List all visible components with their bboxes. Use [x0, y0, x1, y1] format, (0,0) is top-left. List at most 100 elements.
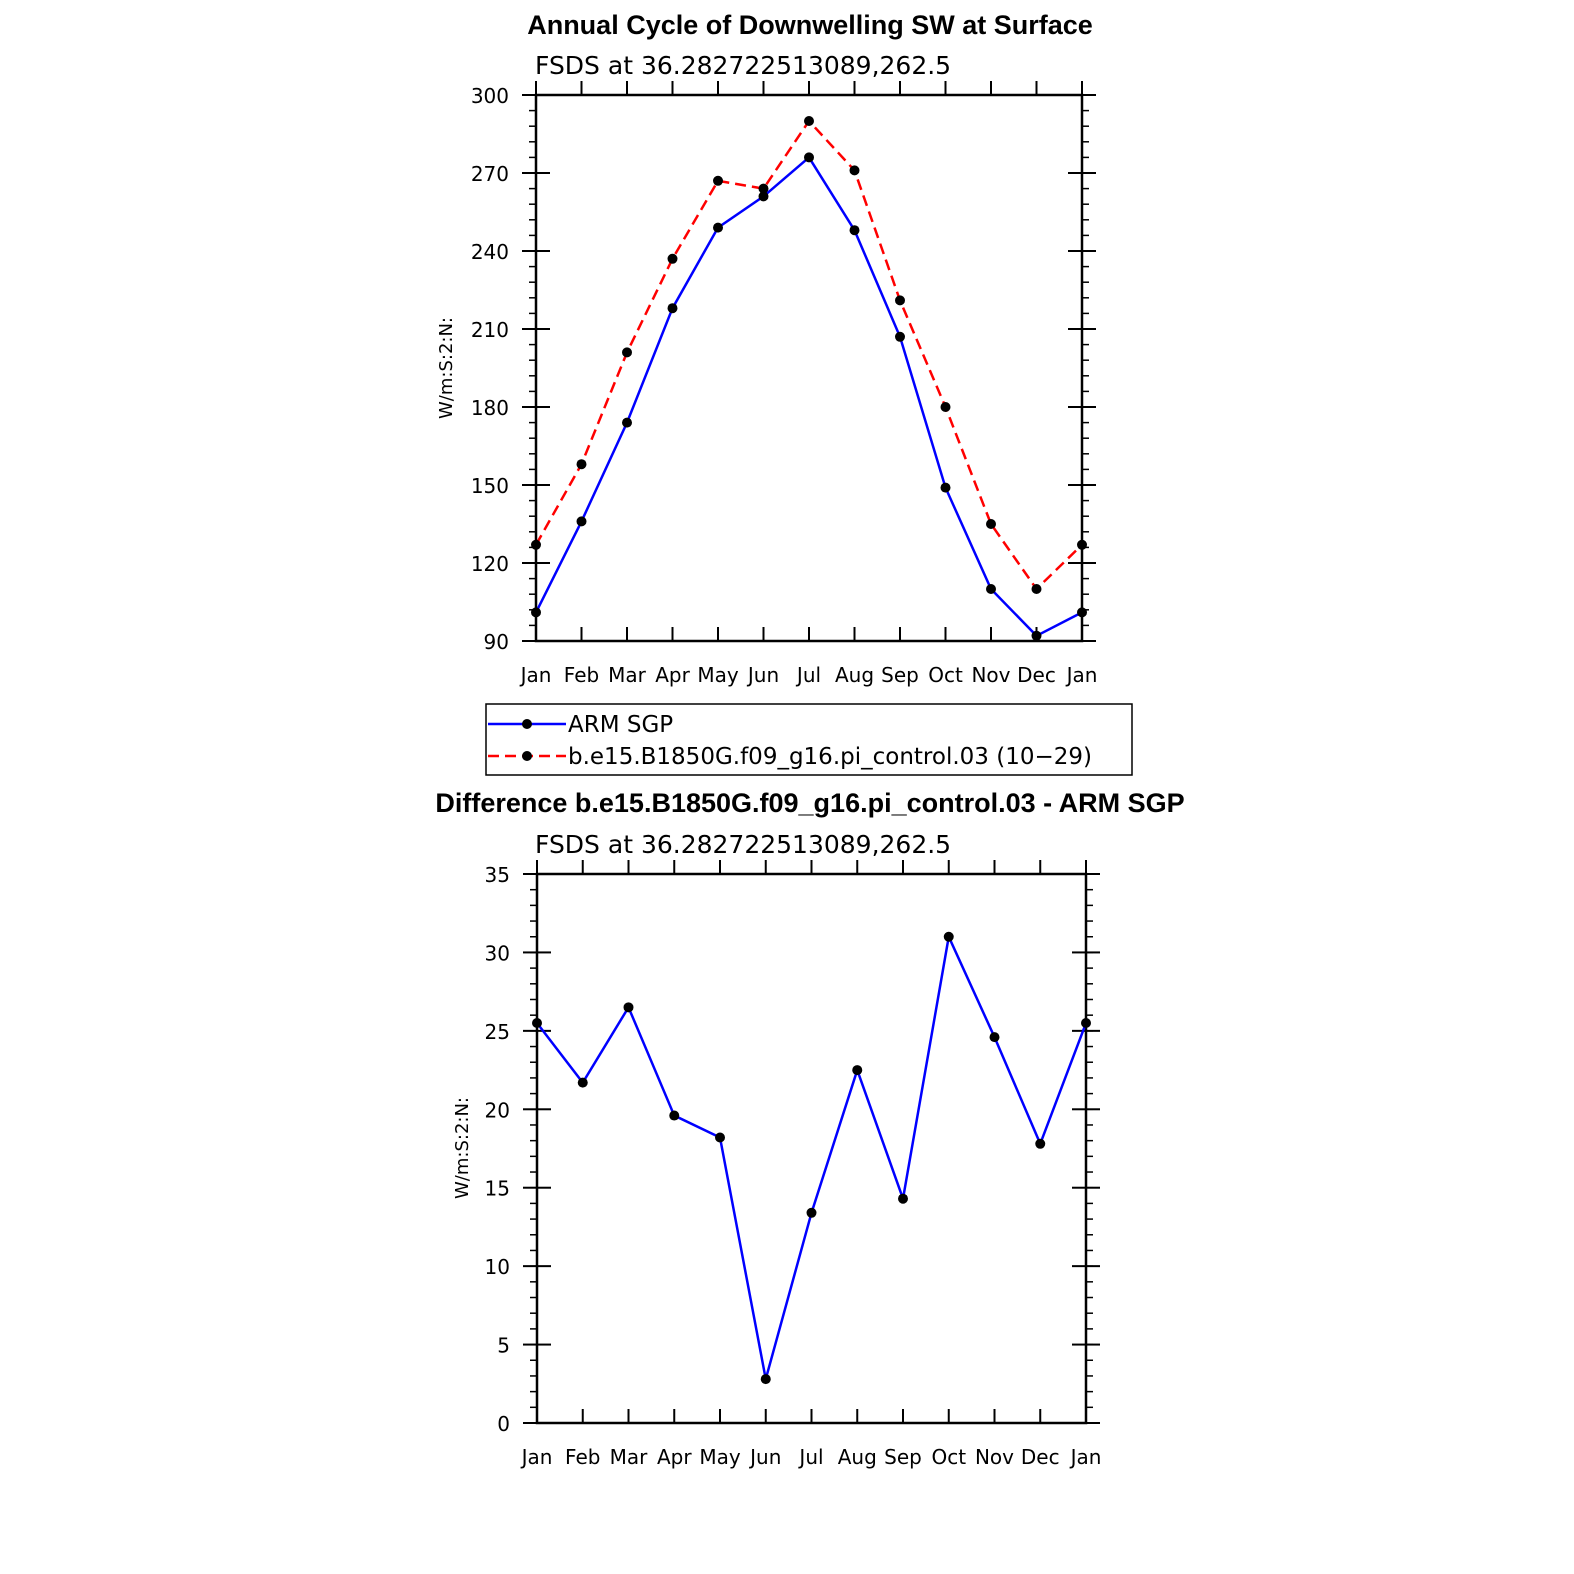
plot-frame: [535, 872, 1088, 1425]
x-tick-label: Jul: [797, 1445, 823, 1469]
x-tick-label: Mar: [610, 1445, 649, 1469]
data-point: [715, 1132, 725, 1143]
legend-marker-arm-sgp: [522, 719, 532, 729]
y-tick-label: 20: [485, 1098, 510, 1122]
legend-marker-model: [522, 751, 532, 761]
x-tick-label: Sep: [884, 1445, 922, 1469]
x-tick-label: May: [697, 663, 739, 687]
data-point: [806, 1207, 817, 1218]
y-tick-label: 25: [485, 1020, 510, 1044]
x-tick-label: Jan: [520, 1445, 553, 1469]
data-point: [1035, 1138, 1046, 1149]
x-tick-label: Nov: [975, 1445, 1014, 1469]
x-tick-label: Oct: [928, 663, 963, 687]
tick-labels: Jan Feb Mar Apr May Jun Jul Aug Sep Oct Nov Dec Jan 9…: [471, 84, 1098, 687]
y-tick-label: 120: [471, 552, 509, 576]
plot-frame: [534, 93, 1084, 643]
y-tick-label: 0: [497, 1412, 510, 1436]
data-point: [531, 539, 541, 550]
data-point: [1031, 584, 1042, 594]
x-tick-label: Apr: [657, 1445, 692, 1469]
data-point: [531, 607, 541, 618]
legend-label-model: b.e15.B1850G.f09_g16.pi_control.03 (10−2…: [568, 744, 1092, 770]
y-tick-label: 150: [471, 474, 509, 498]
series-line: [534, 118, 1083, 591]
y-tick-label: 35: [485, 863, 510, 887]
data-point: [713, 222, 723, 233]
difference-chart: Difference b.e15.B1850G.f09_g16.pi_contr…: [435, 788, 1184, 1469]
data-point: [667, 253, 678, 264]
y-tick-label: 300: [471, 84, 509, 108]
y-tick-label: 10: [485, 1255, 510, 1279]
y-axis-label: W/m:S:2:N:: [452, 1097, 473, 1199]
data-point: [986, 584, 996, 594]
chart-subtitle: FSDS at 36.282722513089,262.5: [535, 830, 951, 859]
data-point: [576, 516, 587, 527]
x-tick-label: Nov: [971, 663, 1010, 687]
data-point: [1081, 1018, 1091, 1029]
data-point: [758, 191, 769, 202]
x-tick-label: Feb: [565, 1445, 600, 1469]
y-axis-label: W/m:S:2:N:: [436, 317, 457, 419]
legend: ARM SGP b.e15.B1850G.f09_g16.pi_control.…: [485, 703, 1133, 776]
series-line: [534, 155, 1083, 638]
data-point: [576, 459, 587, 470]
data-point: [1077, 607, 1087, 618]
data-point: [940, 482, 951, 493]
data-point: [667, 303, 678, 314]
y-tick-label: 240: [471, 240, 509, 264]
data-point: [804, 116, 814, 126]
x-tick-label: Apr: [655, 663, 690, 687]
data-point: [989, 1032, 1000, 1043]
legend-label-arm-sgp: ARM SGP: [568, 712, 673, 738]
y-tick-label: 180: [471, 396, 509, 420]
data-point: [713, 175, 723, 186]
data-point: [623, 1002, 634, 1013]
y-tick-label: 210: [471, 318, 509, 342]
x-tick-label: Jun: [748, 1445, 781, 1469]
x-tick-label: Dec: [1021, 1445, 1060, 1469]
data-point: [943, 931, 954, 942]
data-point: [532, 1018, 542, 1029]
data-point: [577, 1077, 588, 1088]
data-point: [940, 402, 951, 412]
annual-cycle-chart: Annual Cycle of Downwelling SW at Surfac…: [436, 10, 1097, 687]
x-tick-label: Aug: [835, 663, 874, 687]
x-tick-label: Jan: [1069, 1445, 1102, 1469]
y-tick-label: 30: [485, 941, 510, 965]
chart-subtitle: FSDS at 36.282722513089,262.5: [535, 51, 951, 80]
x-tick-label: Dec: [1017, 663, 1056, 687]
data-point: [669, 1110, 680, 1121]
data-point: [895, 331, 905, 342]
data-point: [804, 152, 814, 163]
y-tick-label: 5: [497, 1334, 510, 1358]
data-point: [1077, 539, 1087, 550]
data-point: [898, 1193, 908, 1204]
data-point: [849, 225, 860, 236]
x-tick-label: Jun: [746, 663, 779, 687]
axes: [522, 81, 1096, 643]
x-tick-label: Mar: [608, 663, 647, 687]
x-tick-label: Feb: [564, 663, 599, 687]
x-tick-label: Sep: [881, 663, 919, 687]
series: [532, 931, 1091, 1385]
data-point: [758, 183, 769, 194]
data-point: [849, 165, 860, 176]
x-tick-label: Oct: [931, 1445, 966, 1469]
series-line: [536, 932, 1088, 1380]
y-tick-label: 270: [471, 162, 509, 186]
x-tick-label: Jul: [795, 663, 821, 687]
data-point: [852, 1065, 863, 1076]
x-tick-label: May: [699, 1445, 741, 1469]
data-point: [760, 1374, 771, 1385]
axes: [523, 860, 1100, 1425]
chart-title: Difference b.e15.B1850G.f09_g16.pi_contr…: [435, 788, 1184, 818]
series: [531, 116, 1087, 641]
x-tick-label: Jan: [519, 663, 552, 687]
data-point: [622, 347, 632, 358]
data-point: [895, 295, 905, 306]
x-tick-label: Jan: [1065, 663, 1098, 687]
y-tick-label: 90: [484, 630, 509, 654]
data-point: [986, 519, 996, 529]
